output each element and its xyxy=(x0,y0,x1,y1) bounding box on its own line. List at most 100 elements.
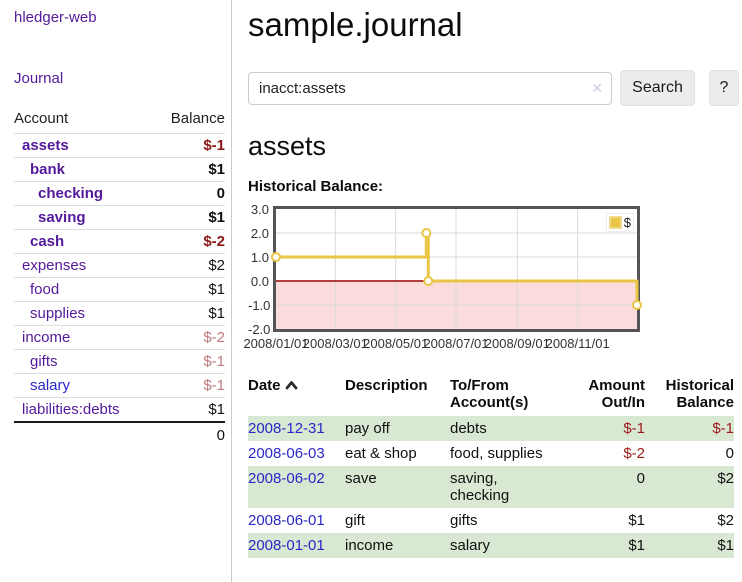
sidebar-account-supplies[interactable]: supplies xyxy=(30,305,86,322)
transaction-description: eat & shop xyxy=(345,445,417,462)
accounts-tree: Account Balance assets $-1 bank $1 check… xyxy=(14,106,225,448)
sidebar-account-bank[interactable]: bank xyxy=(30,161,66,178)
transaction-description: pay off xyxy=(345,420,390,437)
transaction-date-link[interactable]: 2008-06-01 xyxy=(248,512,325,529)
x-axis-tick-label: 2008/03/01 xyxy=(302,336,368,351)
account-balance: $1 xyxy=(208,209,225,226)
y-axis-tick-label: -1.0 xyxy=(248,298,271,313)
sidebar-account-salary[interactable]: salary xyxy=(30,377,71,394)
transactions-table: Date Description To/From Account(s) Amou… xyxy=(248,375,734,558)
search-button[interactable]: Search xyxy=(620,70,695,106)
account-row: salary $-1 xyxy=(14,373,225,397)
column-header-amount[interactable]: Amount Out/In xyxy=(588,377,645,411)
sort-ascending-icon xyxy=(285,377,298,394)
column-header-description[interactable]: Description xyxy=(345,377,428,394)
column-header-date[interactable]: Date xyxy=(248,375,345,416)
x-axis-tick-label: 2008/05/01 xyxy=(363,336,429,351)
main-content: sample.journal ✕ Search ? assets Histori… xyxy=(233,0,742,558)
account-balance: $-1 xyxy=(203,377,225,394)
account-row: assets $-1 xyxy=(14,133,225,157)
x-axis-tick-label: 2008/09/01 xyxy=(484,336,550,351)
x-axis-tick-label: 2008/11/01 xyxy=(545,336,610,351)
transaction-amount: $1 xyxy=(628,537,645,554)
page-title: sample.journal xyxy=(248,6,463,43)
account-row: bank $1 xyxy=(14,157,225,181)
clear-search-icon[interactable]: ✕ xyxy=(591,79,603,96)
account-balance: $1 xyxy=(208,281,225,298)
accounts-header-balance: Balance xyxy=(170,110,225,127)
transaction-amount: $-1 xyxy=(623,420,645,437)
transaction-balance: 0 xyxy=(725,445,734,462)
column-header-balance[interactable]: Historical Balance xyxy=(665,377,734,411)
account-heading: assets xyxy=(248,131,327,161)
transaction-row: 2008-01-01 income salary $1 $1 xyxy=(248,533,734,558)
sidebar-account-checking[interactable]: checking xyxy=(38,185,104,202)
transaction-accounts: salary xyxy=(450,537,491,554)
account-balance: 0 xyxy=(216,185,225,202)
account-row: saving $1 xyxy=(14,205,225,229)
accounts-header: Account Balance xyxy=(14,106,225,133)
sidebar-account-income[interactable]: income xyxy=(22,329,71,346)
chart-plot-area: $ xyxy=(271,206,642,332)
transaction-balance: $1 xyxy=(717,537,734,554)
sidebar-account-expenses[interactable]: expenses xyxy=(22,257,87,274)
account-balance: $-2 xyxy=(203,233,225,250)
search-form: ✕ Search ? xyxy=(248,70,742,106)
help-button[interactable]: ? xyxy=(709,70,739,106)
account-balance: $1 xyxy=(208,401,225,418)
sidebar-account-liabilities-debts[interactable]: liabilities:debts xyxy=(22,401,120,418)
transaction-date-link[interactable]: 2008-06-02 xyxy=(248,470,325,487)
transaction-date-link[interactable]: 2008-12-31 xyxy=(248,420,325,437)
account-row: cash $-2 xyxy=(14,229,225,253)
transaction-row: 2008-06-01 gift gifts $1 $2 xyxy=(248,508,734,533)
x-axis-tick-label: 2008/01/01 xyxy=(243,336,309,351)
transaction-row: 2008-06-02 save saving, checking 0 $2 xyxy=(248,466,734,508)
transaction-accounts: debts xyxy=(450,420,487,437)
account-balance: $2 xyxy=(208,257,225,274)
account-row: liabilities:debts $1 xyxy=(14,397,225,421)
account-row: supplies $1 xyxy=(14,301,225,325)
transaction-accounts: food, supplies xyxy=(450,445,543,462)
chart-title: Historical Balance: xyxy=(248,178,384,195)
transaction-row: 2008-06-03 eat & shop food, supplies $-2… xyxy=(248,441,734,466)
sidebar-item-journal[interactable]: Journal xyxy=(14,70,64,87)
series-swatch-icon xyxy=(608,216,622,229)
transaction-accounts: gifts xyxy=(450,512,478,529)
table-header-row: Date Description To/From Account(s) Amou… xyxy=(248,375,734,416)
account-row: checking 0 xyxy=(14,181,225,205)
sidebar-account-assets[interactable]: assets xyxy=(22,137,69,154)
account-balance: $-1 xyxy=(203,353,225,370)
accounts-header-account: Account xyxy=(14,110,69,127)
transaction-description: save xyxy=(345,470,377,487)
sidebar-account-food[interactable]: food xyxy=(30,281,60,298)
transaction-balance: $-1 xyxy=(712,420,734,437)
transaction-accounts: saving, checking xyxy=(450,470,510,504)
chart-legend: $ xyxy=(605,213,634,232)
transaction-date-link[interactable]: 2008-01-01 xyxy=(248,537,325,554)
y-axis-tick-label: -2.0 xyxy=(248,322,271,337)
transaction-date-link[interactable]: 2008-06-03 xyxy=(248,445,325,462)
sidebar-account-gifts[interactable]: gifts xyxy=(30,353,58,370)
search-input[interactable] xyxy=(248,71,612,105)
date-header-label: Date xyxy=(248,377,281,394)
sidebar-account-cash[interactable]: cash xyxy=(30,233,65,250)
column-header-accounts[interactable]: To/From Account(s) xyxy=(450,377,529,411)
y-axis-tick-label: 3.0 xyxy=(250,202,269,217)
y-axis-tick-label: 2.0 xyxy=(250,226,269,241)
transaction-balance: $2 xyxy=(717,470,734,487)
transaction-amount: $1 xyxy=(628,512,645,529)
accounts-total: 0 xyxy=(14,421,225,448)
transaction-balance: $2 xyxy=(717,512,734,529)
y-axis-tick-label: 0.0 xyxy=(250,274,269,289)
transaction-row: 2008-12-31 pay off debts $-1 $-1 xyxy=(248,416,734,441)
sidebar-account-saving[interactable]: saving xyxy=(38,209,86,226)
transaction-description: income xyxy=(345,537,394,554)
account-row: food $1 xyxy=(14,277,225,301)
transaction-description: gift xyxy=(345,512,366,529)
account-balance: $1 xyxy=(208,305,225,322)
account-row: expenses $2 xyxy=(14,253,225,277)
chart-svg xyxy=(271,209,642,329)
transaction-amount: 0 xyxy=(636,470,645,487)
brand-link[interactable]: hledger-web xyxy=(14,9,97,26)
